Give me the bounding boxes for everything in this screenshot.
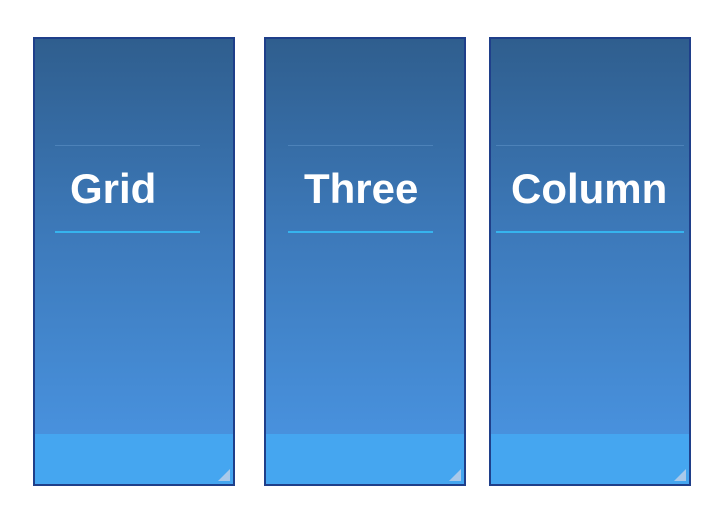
column-heading: Grid: [70, 165, 157, 212]
heading-top-divider: [288, 145, 433, 146]
column-footer: [35, 434, 233, 484]
column-heading: Three: [304, 165, 419, 212]
resize-grip-icon[interactable]: [449, 469, 461, 481]
column-column: Column: [489, 37, 691, 486]
resize-grip-icon[interactable]: [674, 469, 686, 481]
heading-top-divider: [55, 145, 200, 146]
heading-underline: [288, 231, 433, 233]
column-footer: [266, 434, 464, 484]
column-three: Three: [264, 37, 466, 486]
heading-underline: [496, 231, 684, 233]
heading-top-divider: [496, 145, 684, 146]
heading-underline: [55, 231, 200, 233]
column-heading: Column: [511, 165, 668, 212]
column-grid: Grid: [33, 37, 235, 486]
resize-grip-icon[interactable]: [218, 469, 230, 481]
column-footer: [491, 434, 689, 484]
